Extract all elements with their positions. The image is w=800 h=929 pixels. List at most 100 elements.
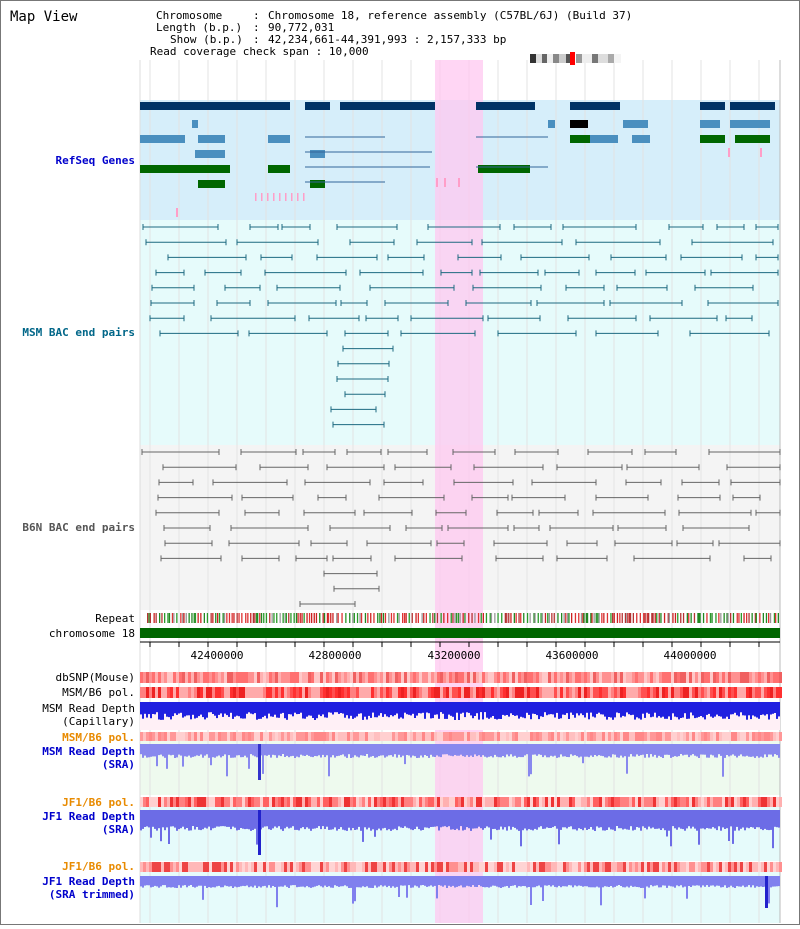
- polymorphism-bin: [677, 687, 680, 698]
- polymorphism-bin: [167, 862, 170, 872]
- read-depth-bin: [226, 702, 228, 716]
- read-depth-bin: [332, 810, 334, 830]
- track-label-jf1-depth-trimmed[interactable]: JF1 Read Depth (SRA trimmed): [42, 875, 135, 901]
- read-depth-bin: [192, 876, 194, 887]
- read-depth-bin: [558, 810, 560, 845]
- read-depth-bin: [426, 702, 428, 713]
- read-depth-bin: [376, 744, 378, 758]
- read-depth-bin: [270, 744, 272, 758]
- polymorphism-bin: [236, 687, 239, 698]
- read-depth-bin: [584, 744, 586, 757]
- polymorphism-bin: [320, 672, 323, 683]
- polymorphism-bin: [749, 687, 752, 698]
- read-depth-bin: [278, 876, 280, 887]
- polymorphism-bin: [656, 687, 659, 698]
- polymorphism-bin: [692, 862, 695, 872]
- polymorphism-bin: [503, 687, 506, 698]
- read-depth-bin: [180, 702, 182, 713]
- read-depth-bin: [244, 744, 246, 756]
- polymorphism-bin: [170, 862, 173, 872]
- polymorphism-bin: [590, 672, 593, 683]
- read-depth-bin: [220, 810, 222, 827]
- polymorphism-bin: [683, 672, 686, 683]
- read-depth-bin: [422, 810, 424, 830]
- track-label-dbsnp[interactable]: dbSNP(Mouse): [55, 671, 135, 684]
- polymorphism-bin: [479, 672, 482, 683]
- read-depth-bin: [142, 810, 144, 829]
- read-depth-bin: [764, 702, 766, 716]
- track-label-jf1-b6-pol[interactable]: JF1/B6 pol.: [62, 796, 135, 809]
- track-label-msm-b6-pol[interactable]: MSM/B6 pol.: [62, 686, 135, 699]
- track-label-jf1-depth-sra[interactable]: JF1 Read Depth (SRA): [42, 810, 135, 836]
- polymorphism-bin: [341, 797, 344, 807]
- repeat-element: [250, 613, 252, 623]
- track-label-msm-b6-pol-sra[interactable]: MSM/B6 pol.: [62, 731, 135, 744]
- polymorphism-bin: [293, 797, 296, 807]
- repeat-element: [652, 613, 654, 623]
- read-depth-bin: [468, 702, 470, 713]
- polymorphism-bin: [701, 732, 704, 741]
- polymorphism-bin: [239, 797, 242, 807]
- read-depth-bin: [144, 702, 146, 714]
- polymorphism-bin: [728, 672, 731, 683]
- repeat-element: [245, 613, 247, 623]
- track-label-refseq[interactable]: RefSeq Genes: [55, 154, 135, 167]
- read-depth-bin: [454, 876, 456, 888]
- read-depth-bin: [552, 810, 554, 828]
- read-depth-bin: [574, 810, 576, 830]
- polymorphism-bin: [419, 687, 422, 698]
- track-label-jf1-b6-pol-trimmed[interactable]: JF1/B6 pol.: [62, 860, 135, 873]
- read-depth-bin: [640, 876, 642, 888]
- polymorphism-bin: [623, 672, 626, 683]
- read-depth-bin: [350, 810, 352, 831]
- polymorphism-bin: [413, 732, 416, 741]
- read-depth-bin: [164, 810, 166, 831]
- track-label-msm-bac[interactable]: MSM BAC end pairs: [22, 326, 135, 339]
- read-depth-bin: [758, 876, 760, 887]
- track-label-b6n-bac[interactable]: B6N BAC end pairs: [22, 521, 135, 534]
- polymorphism-bin: [158, 732, 161, 741]
- read-depth-bin: [390, 702, 392, 716]
- polymorphism-bin: [518, 797, 521, 807]
- gene-marker: [291, 193, 293, 201]
- read-depth-bin: [656, 702, 658, 718]
- polymorphism-bin: [161, 672, 164, 683]
- read-depth-bin: [290, 876, 292, 886]
- read-depth-bin: [446, 744, 448, 755]
- read-depth-bin: [660, 810, 662, 830]
- read-depth-bin: [426, 876, 428, 887]
- track-label-repeat[interactable]: Repeat: [95, 612, 135, 625]
- read-depth-bin: [684, 876, 686, 887]
- read-depth-bin: [574, 702, 576, 718]
- track-label-msm-depth-capillary[interactable]: MSM Read Depth (Capillary): [42, 702, 135, 728]
- read-depth-bin: [744, 876, 746, 888]
- read-depth-bin: [458, 702, 460, 720]
- polymorphism-bin: [227, 862, 230, 872]
- read-depth-bin: [478, 876, 480, 885]
- read-depth-bin: [378, 810, 380, 829]
- polymorphism-bin: [524, 672, 527, 683]
- polymorphism-bin: [599, 687, 602, 698]
- read-depth-bin: [390, 810, 392, 831]
- read-depth-bin: [472, 744, 474, 757]
- read-depth-bin: [604, 702, 606, 717]
- read-depth-bin: [290, 810, 292, 828]
- repeat-element: [593, 613, 595, 623]
- read-depth-bin: [304, 702, 306, 719]
- read-depth-bin: [418, 702, 420, 714]
- read-depth-bin: [394, 876, 396, 888]
- polymorphism-bin: [239, 862, 242, 872]
- read-depth-bin: [554, 876, 556, 887]
- repeat-element: [254, 613, 256, 623]
- polymorphism-bin: [299, 862, 302, 872]
- read-depth-bin: [270, 702, 272, 717]
- polymorphism-bin: [674, 797, 677, 807]
- polymorphism-bin: [323, 732, 326, 741]
- polymorphism-bin: [359, 797, 362, 807]
- track-label-msm-depth-sra[interactable]: MSM Read Depth (SRA): [42, 745, 135, 771]
- read-depth-bin: [708, 876, 710, 887]
- read-depth-bin: [698, 810, 700, 845]
- track-label-chromosome[interactable]: chromosome 18: [48, 627, 135, 640]
